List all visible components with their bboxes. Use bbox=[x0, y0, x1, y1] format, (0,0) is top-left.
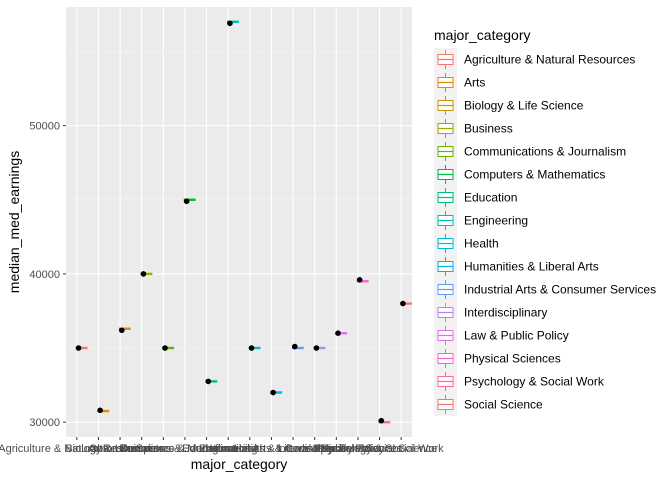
x-tick-label: Humanities & Liberal Arts bbox=[210, 443, 334, 455]
x-axis-title: major_category bbox=[191, 456, 288, 472]
point-15 bbox=[378, 417, 385, 424]
x-tick-label: Computers & Mathematics bbox=[120, 443, 250, 455]
x-tick-label: Physical Sciences bbox=[314, 443, 403, 455]
legend-item: Engineering bbox=[434, 209, 528, 232]
legend-item: Psychology & Social Work bbox=[434, 370, 605, 393]
legend-label: Computers & Mathematics bbox=[464, 168, 605, 182]
points bbox=[75, 20, 406, 424]
legend-label: Law & Public Policy bbox=[464, 329, 569, 343]
legend-item: Biology & Life Science bbox=[434, 94, 584, 117]
legend-label: Biology & Life Science bbox=[464, 99, 584, 113]
y-tick-label: 30000 bbox=[29, 417, 60, 429]
x-tick-label: Education bbox=[182, 443, 231, 455]
x-tick-label: Industrial Arts & Consumer Services bbox=[205, 443, 382, 455]
point-9 bbox=[248, 345, 255, 351]
point-6 bbox=[183, 198, 190, 205]
legend-item: Social Science bbox=[434, 393, 543, 416]
point-1 bbox=[75, 345, 82, 351]
point-4 bbox=[140, 271, 147, 277]
point-2 bbox=[97, 407, 103, 414]
legend-item: Agriculture & Natural Resources bbox=[434, 48, 635, 71]
legend-label: Social Science bbox=[464, 398, 543, 412]
legend-item: Education bbox=[434, 186, 517, 209]
point-7 bbox=[205, 378, 212, 385]
x-tick-label: Communications & Journalism bbox=[89, 443, 238, 455]
legend-item: Computers & Mathematics bbox=[434, 163, 605, 186]
legend-item: Communications & Journalism bbox=[434, 140, 626, 163]
legend-label: Interdisciplinary bbox=[464, 306, 547, 320]
legend-item: Industrial Arts & Consumer Services bbox=[434, 278, 656, 301]
x-tick-label: Agriculture & Natural Resources bbox=[0, 443, 156, 455]
legend-title: major_category bbox=[434, 27, 531, 43]
point-5 bbox=[162, 345, 168, 351]
legend-item: Health bbox=[434, 232, 499, 255]
legend-label: Business bbox=[464, 122, 513, 136]
y-axis: 30000 40000 50000 bbox=[29, 121, 66, 429]
x-axis: Agriculture & Natural ResourcesArtsBiolo… bbox=[0, 437, 444, 455]
legend-item: Business bbox=[434, 117, 513, 140]
point-11 bbox=[291, 343, 298, 350]
point-13 bbox=[335, 330, 341, 337]
x-tick-label: Biology & Life Science bbox=[65, 443, 174, 455]
legend-label: Physical Sciences bbox=[464, 352, 561, 366]
legend-label: Communications & Journalism bbox=[464, 145, 626, 159]
legend-label: Psychology & Social Work bbox=[464, 375, 605, 389]
plot-panel bbox=[66, 7, 412, 437]
x-tick-label: Business bbox=[119, 443, 164, 455]
legend-label: Education bbox=[464, 191, 517, 205]
x-tick-label: Arts bbox=[89, 443, 109, 455]
y-tick-label: 50000 bbox=[29, 121, 60, 133]
x-tick-label: Interdisciplinary bbox=[276, 443, 353, 455]
legend-label: Humanities & Liberal Arts bbox=[464, 260, 599, 274]
legend-label: Health bbox=[464, 237, 499, 251]
x-tick-label: Engineering bbox=[199, 443, 258, 455]
x-tick-label: Law & Public Policy bbox=[288, 443, 384, 455]
point-14 bbox=[356, 277, 363, 283]
grid-major bbox=[66, 7, 412, 437]
x-tick-label: Health bbox=[234, 443, 266, 455]
legend: major_category Agriculture & Natural Res… bbox=[434, 27, 656, 416]
legend-item: Interdisciplinary bbox=[434, 301, 547, 324]
grid-minor bbox=[66, 51, 412, 349]
legend-label: Industrial Arts & Consumer Services bbox=[464, 283, 656, 297]
legend-label: Agriculture & Natural Resources bbox=[464, 53, 635, 67]
legend-label: Arts bbox=[464, 76, 485, 90]
x-tick-label: Psychology & Social Work bbox=[315, 443, 444, 455]
point-3 bbox=[118, 327, 125, 334]
point-12 bbox=[313, 345, 320, 351]
legend-item: Arts bbox=[434, 71, 485, 94]
point-16 bbox=[400, 300, 406, 307]
point-10 bbox=[270, 389, 276, 396]
y-tick-label: 40000 bbox=[29, 269, 60, 281]
legend-label: Engineering bbox=[464, 214, 528, 228]
legend-item: Humanities & Liberal Arts bbox=[434, 255, 599, 278]
legend-item: Law & Public Policy bbox=[434, 324, 569, 347]
y-axis-title: median_med_earnings bbox=[6, 151, 22, 293]
x-tick-label: Social Science bbox=[365, 443, 437, 455]
point-8 bbox=[227, 20, 233, 27]
legend-item: Physical Sciences bbox=[434, 347, 561, 370]
